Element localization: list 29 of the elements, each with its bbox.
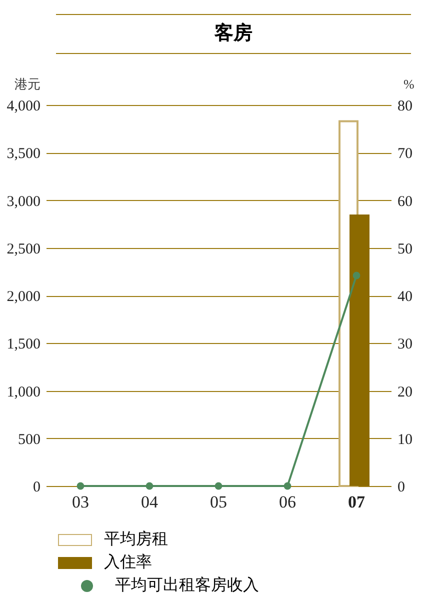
x-tick-label: 03 xyxy=(72,492,89,512)
y2-tick-label: 20 xyxy=(398,384,412,400)
legend-label: 平均可出租客房收入 xyxy=(115,576,259,596)
y-tick-label: 3,000 xyxy=(6,194,40,210)
y2-tick-label: 30 xyxy=(398,336,412,353)
y-tick-label: 500 xyxy=(18,432,40,448)
y2-tick-label: 0 xyxy=(398,480,405,496)
y2-tick-label: 70 xyxy=(398,146,412,162)
y2-tick-label: 80 xyxy=(398,98,412,114)
y-tick-label: 2,000 xyxy=(6,289,40,305)
y-tick-label: 3,500 xyxy=(6,146,40,162)
legend-label: 入住率 xyxy=(104,552,152,573)
y2-axis-title: % xyxy=(404,76,414,92)
y2-tick-label: 40 xyxy=(398,289,412,305)
y2-tick-label: 10 xyxy=(398,432,412,448)
legend-label: 平均房租 xyxy=(104,530,168,550)
y-tick-label: 0 xyxy=(33,480,40,496)
x-tick-label: 05 xyxy=(210,492,227,512)
y-tick-label: 1,000 xyxy=(6,384,40,400)
y-tick-label: 2,500 xyxy=(6,241,40,258)
x-tick-label: 07 xyxy=(348,492,366,512)
x-tick-label: 04 xyxy=(141,492,158,512)
y-tick-label: 4,000 xyxy=(6,98,40,114)
y2-tick-label: 60 xyxy=(398,194,412,210)
chart-title: 客房 xyxy=(56,14,411,54)
x-tick-label: 06 xyxy=(279,492,296,512)
y-axis-title: 港元 xyxy=(14,76,40,92)
y-tick-label: 1,500 xyxy=(6,336,40,353)
y2-tick-label: 50 xyxy=(398,241,412,258)
